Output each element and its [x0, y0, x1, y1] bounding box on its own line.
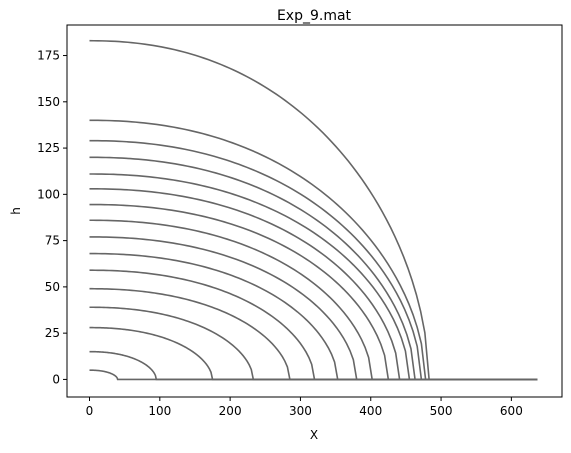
y-tick-label: 50 — [45, 280, 60, 294]
y-axis-label: h — [9, 207, 23, 215]
series-line — [89, 287, 538, 381]
x-tick-label: 400 — [359, 404, 382, 418]
axes-frame — [66, 24, 563, 398]
series-line — [89, 326, 538, 381]
y-axis-ticks: 0 25 50 75 100 125 150 175 — [37, 49, 67, 386]
x-tick-label: 100 — [148, 404, 171, 418]
series-line — [89, 156, 538, 381]
y-tick-label: 150 — [37, 95, 60, 109]
x-tick-label: 300 — [289, 404, 312, 418]
chart-title: Exp_9.mat — [277, 8, 352, 24]
series-line — [89, 39, 538, 381]
x-tick-label: 500 — [430, 404, 453, 418]
x-tick-label: 0 — [86, 404, 94, 418]
y-tick-label: 25 — [45, 326, 60, 340]
x-tick-label: 200 — [219, 404, 242, 418]
series-line — [89, 252, 538, 381]
x-axis-ticks: 0 100 200 300 400 500 600 — [86, 397, 523, 418]
series-line — [89, 306, 538, 381]
series-line — [89, 173, 538, 381]
series-line — [89, 139, 538, 381]
series-group — [89, 39, 538, 381]
y-tick-label: 125 — [37, 141, 60, 155]
series-line — [89, 203, 538, 381]
series-line — [89, 269, 538, 381]
series-line — [89, 219, 538, 381]
y-tick-label: 75 — [45, 234, 60, 248]
series-line — [89, 119, 538, 381]
y-tick-label: 175 — [37, 49, 60, 63]
series-line — [89, 236, 538, 381]
series-line — [89, 350, 538, 381]
y-tick-label: 100 — [37, 187, 60, 201]
series-line — [89, 369, 538, 381]
x-tick-label: 600 — [500, 404, 523, 418]
series-line — [89, 187, 538, 381]
x-axis-label: X — [310, 428, 318, 442]
y-tick-label: 0 — [52, 372, 60, 386]
